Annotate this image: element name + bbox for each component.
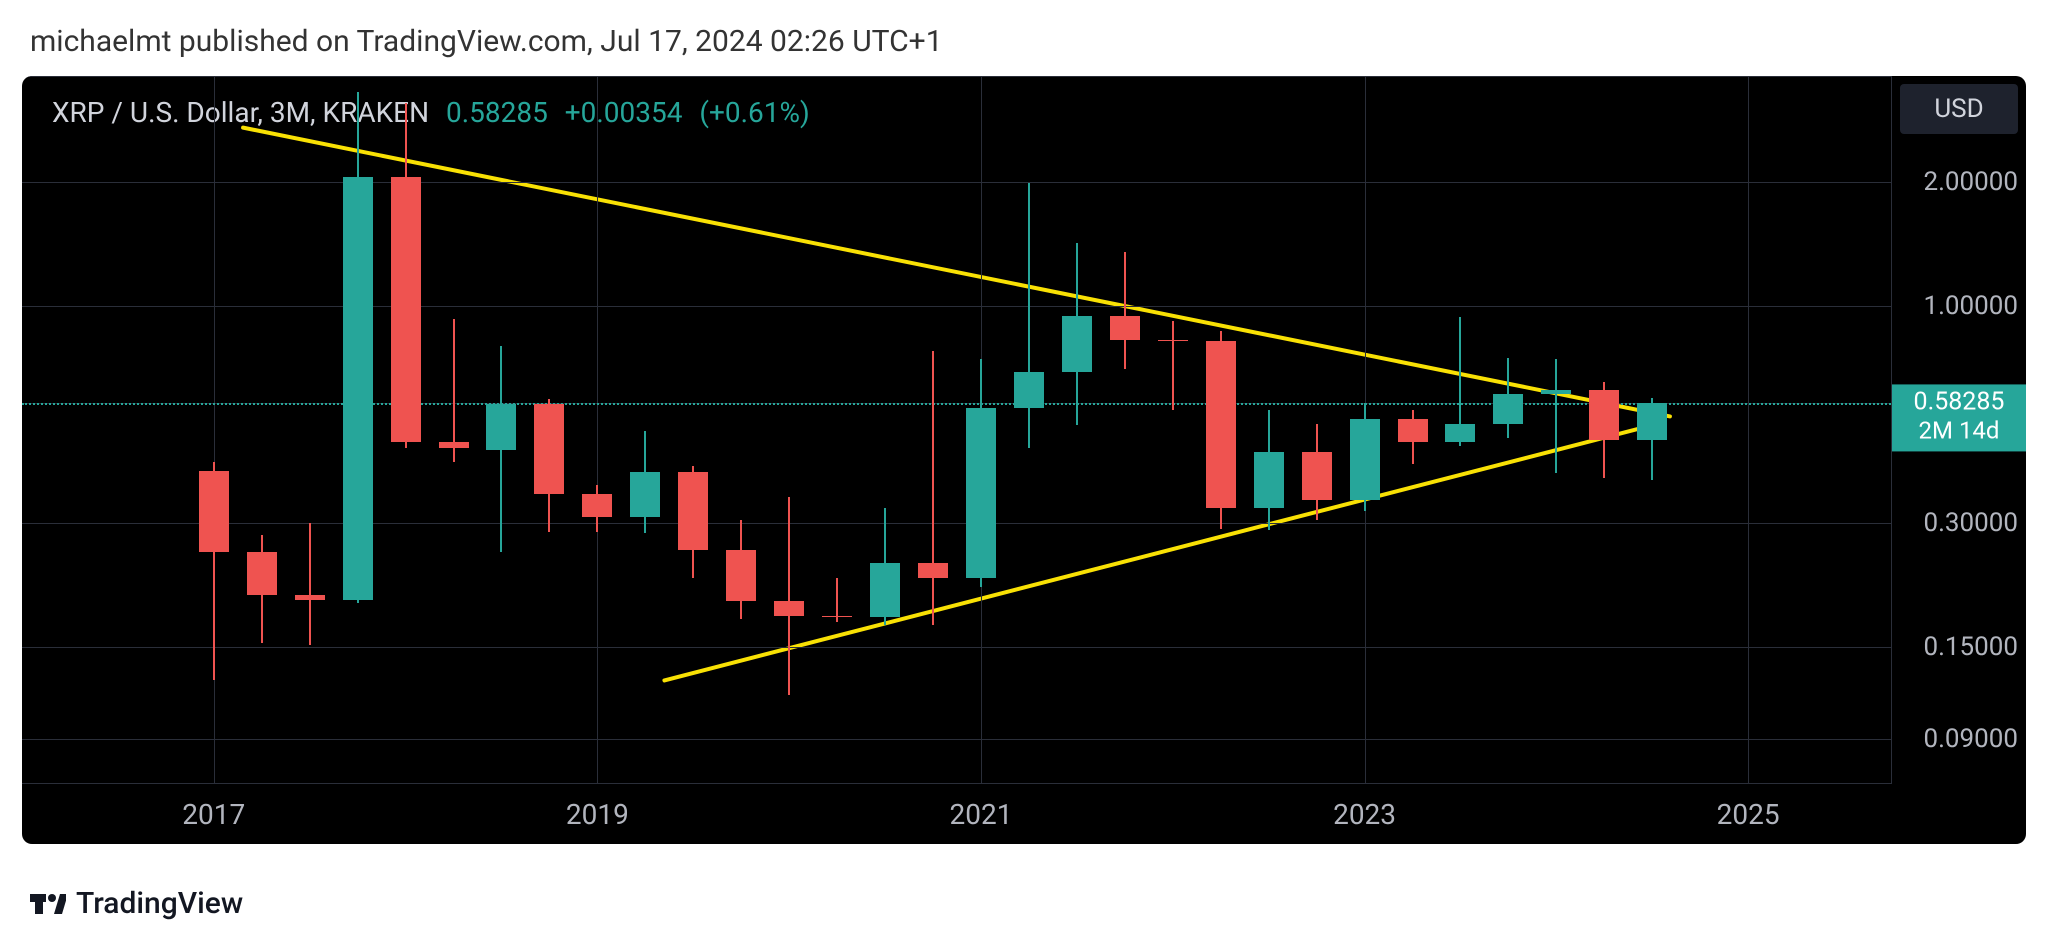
candle-body: [1398, 419, 1428, 442]
candle[interactable]: [1014, 76, 1044, 784]
candle-body: [1206, 341, 1236, 508]
price-axis[interactable]: USD 2.00000 1.00000 0.30000 0.15000 0.09000 0…: [1892, 76, 2026, 784]
candle-body: [534, 404, 564, 494]
candle[interactable]: [1110, 76, 1140, 784]
candle[interactable]: [582, 76, 612, 784]
candle-body: [343, 177, 373, 600]
candle[interactable]: [630, 76, 660, 784]
candle[interactable]: [726, 76, 756, 784]
price-tick-label: 1.00000: [1923, 291, 2018, 321]
candle[interactable]: [870, 76, 900, 784]
candle[interactable]: [1445, 76, 1475, 784]
price-tick-label: 0.15000: [1923, 632, 2018, 662]
current-price-label: 0.582852M 14d: [1892, 385, 2026, 451]
time-tick-label: 2017: [182, 798, 245, 831]
candle-body: [439, 442, 469, 448]
candle-body: [726, 550, 756, 601]
candle[interactable]: [918, 76, 948, 784]
footer-brand: TradingView: [30, 886, 243, 921]
candle-wick: [932, 351, 934, 625]
candle[interactable]: [439, 76, 469, 784]
candle[interactable]: [295, 76, 325, 784]
candle-body: [966, 408, 996, 578]
candle-body: [295, 595, 325, 600]
candle-body: [1445, 424, 1475, 442]
candle-wick: [1172, 321, 1174, 410]
candle[interactable]: [247, 76, 277, 784]
candle[interactable]: [199, 76, 229, 784]
candle-wick: [788, 497, 790, 694]
candle-wick: [1028, 183, 1030, 447]
candle[interactable]: [1206, 76, 1236, 784]
candle[interactable]: [678, 76, 708, 784]
price-tick-label: 0.09000: [1923, 724, 2018, 754]
time-tick-label: 2021: [949, 798, 1012, 831]
candle-wick: [453, 319, 455, 462]
candle-wick: [1124, 252, 1126, 369]
candle-body: [1541, 390, 1571, 394]
candle-body: [1493, 394, 1523, 424]
candle-body: [486, 404, 516, 450]
candle[interactable]: [822, 76, 852, 784]
candle[interactable]: [1062, 76, 1092, 784]
candle[interactable]: [1254, 76, 1284, 784]
candle[interactable]: [1541, 76, 1571, 784]
currency-badge[interactable]: USD: [1900, 84, 2018, 134]
footer-brand-text: TradingView: [76, 886, 243, 921]
time-tick-label: 2019: [566, 798, 629, 831]
candle-body: [1110, 316, 1140, 339]
candle[interactable]: [1589, 76, 1619, 784]
candle[interactable]: [966, 76, 996, 784]
chart-container: XRP / U.S. Dollar, 3M, KRAKEN 0.58285 +0…: [22, 76, 2026, 844]
candle-body: [1637, 403, 1667, 440]
candle[interactable]: [1350, 76, 1380, 784]
candle[interactable]: [391, 76, 421, 784]
candle-wick: [309, 523, 311, 645]
candle[interactable]: [1398, 76, 1428, 784]
candle-body: [582, 494, 612, 517]
candle-body: [918, 563, 948, 579]
price-tick-label: 0.30000: [1923, 508, 2018, 538]
candle-body: [1014, 372, 1044, 408]
candle[interactable]: [486, 76, 516, 784]
candle-body: [391, 177, 421, 442]
candle-body: [1062, 316, 1092, 371]
candle[interactable]: [1158, 76, 1188, 784]
candle-body: [1589, 390, 1619, 441]
time-tick-label: 2025: [1717, 798, 1780, 831]
candle-body: [870, 563, 900, 618]
candle-body: [678, 472, 708, 551]
candle-body: [774, 601, 804, 616]
chart-plot-area[interactable]: XRP / U.S. Dollar, 3M, KRAKEN 0.58285 +0…: [22, 76, 1892, 784]
candle[interactable]: [343, 76, 373, 784]
candle-body: [1254, 452, 1284, 508]
candle[interactable]: [774, 76, 804, 784]
time-tick-label: 2023: [1333, 798, 1396, 831]
candle[interactable]: [1637, 76, 1667, 784]
candle-wick: [1555, 359, 1557, 473]
candle-body: [199, 471, 229, 552]
grid-line-vertical: [1748, 76, 1749, 783]
candle-body: [1302, 452, 1332, 500]
candle[interactable]: [1302, 76, 1332, 784]
candle[interactable]: [1493, 76, 1523, 784]
price-tick-label: 2.00000: [1923, 167, 2018, 197]
time-axis[interactable]: 2017 2019 2021 2023 2025: [22, 784, 1892, 844]
candle-body: [822, 616, 852, 617]
publish-attribution: michaelmt published on TradingView.com, …: [30, 24, 943, 59]
tradingview-logo-icon: [30, 890, 66, 918]
candle[interactable]: [534, 76, 564, 784]
candle-body: [1350, 419, 1380, 500]
candle-body: [247, 552, 277, 596]
candle-body: [630, 472, 660, 517]
candle-body: [1158, 340, 1188, 342]
